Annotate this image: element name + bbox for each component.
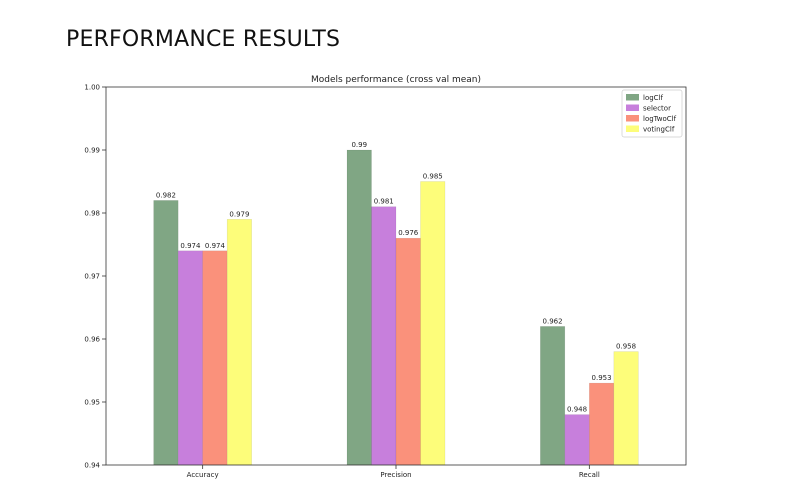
legend-box	[621, 89, 683, 138]
bar-logClf-recall	[540, 326, 566, 466]
legend-swatch-selector	[626, 104, 639, 111]
y-tick-label: 1.00	[84, 84, 100, 92]
legend-label-logClf: logClf	[643, 94, 664, 102]
bar-logTwoClf-precision	[395, 237, 421, 466]
bar-value-label: 0.982	[156, 191, 176, 199]
bars-group	[153, 149, 639, 466]
page-heading: PERFORMANCE RESULTS	[66, 27, 341, 52]
y-axis: 0.94 0.95 0.96 0.97 0.98 0.99 1.00	[84, 84, 106, 470]
y-tick-label: 0.97	[84, 273, 100, 281]
legend-swatch-logClf	[626, 94, 639, 101]
bar-value-label: 0.953	[592, 374, 612, 382]
bar-votingClf-accuracy	[226, 219, 252, 466]
legend-label-logTwoClf: logTwoClf	[643, 115, 677, 123]
bar-votingClf-recall	[613, 351, 639, 466]
bar-selector-accuracy	[177, 250, 203, 466]
bar-selector-precision	[371, 206, 397, 466]
legend: logClf selector logTwoClf votingClf	[621, 89, 683, 138]
x-tick-label-precision: Precision	[380, 471, 411, 479]
x-axis: Accuracy Precision Recall	[187, 465, 600, 479]
bar-value-label: 0.958	[616, 343, 636, 351]
bar-value-label: 0.99	[351, 141, 367, 149]
bar-logClf-precision	[346, 149, 372, 466]
chart-title: Models performance (cross val mean)	[311, 75, 481, 85]
y-tick-label: 0.98	[84, 210, 100, 218]
legend-label-selector: selector	[643, 105, 671, 113]
bar-logTwoClf-accuracy	[202, 250, 228, 466]
y-tick-label: 0.95	[84, 399, 100, 407]
bar-value-label: 0.981	[374, 198, 394, 206]
x-tick-label-accuracy: Accuracy	[187, 471, 219, 479]
bar-value-label: 0.962	[543, 317, 563, 325]
bar-value-label: 0.948	[567, 406, 587, 414]
y-tick-label: 0.96	[84, 336, 100, 344]
bar-logTwoClf-recall	[589, 382, 615, 466]
plot-frame	[105, 86, 687, 466]
bar-logClf-accuracy	[153, 200, 179, 466]
legend-label-votingClf: votingClf	[643, 126, 675, 134]
bar-value-label: 0.974	[180, 242, 201, 250]
y-tick-label: 0.94	[84, 462, 100, 470]
bar-value-label: 0.974	[205, 242, 226, 250]
bar-value-label: 0.979	[229, 210, 249, 218]
x-tick-label-recall: Recall	[579, 471, 600, 479]
bar-labels-group: 0.982 0.974 0.974 0.979 0.99 0.981 0.976 0.985 0…	[156, 141, 636, 414]
bar-value-label: 0.976	[398, 229, 419, 237]
y-tick-label: 0.99	[84, 147, 100, 155]
legend-swatch-votingClf	[626, 125, 639, 132]
legend-swatch-logTwoClf	[626, 115, 639, 122]
bar-selector-recall	[564, 414, 590, 466]
bar-value-label: 0.985	[423, 173, 443, 181]
bar-votingClf-precision	[420, 181, 446, 466]
